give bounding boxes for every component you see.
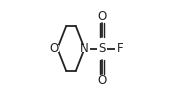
Bar [79,45,90,52]
Text: O: O [97,10,107,23]
Bar [97,77,107,84]
Bar [97,13,107,20]
Bar [97,45,107,52]
Text: N: N [80,42,89,55]
Text: O: O [49,42,58,55]
Text: S: S [98,42,106,55]
Text: O: O [97,74,107,87]
Bar [115,45,126,52]
Text: F: F [117,42,124,55]
Bar [48,45,59,52]
